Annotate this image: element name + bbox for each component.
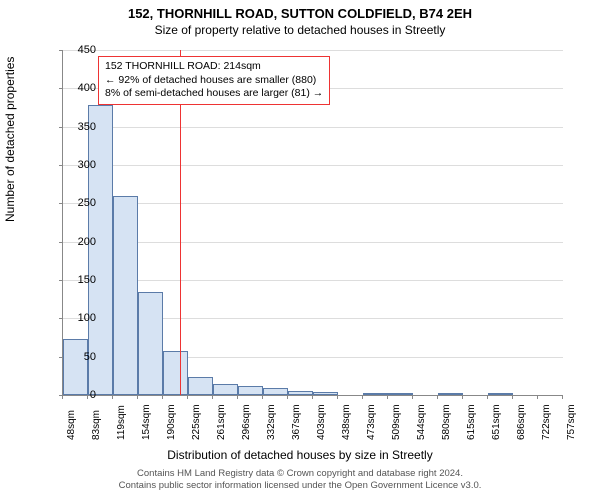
histogram-bar [138,292,163,396]
x-tick-label: 509sqm [391,404,402,440]
histogram-bar [263,388,288,395]
x-tick-label: 686sqm [516,404,527,440]
x-tick-label: 225sqm [191,404,202,440]
x-tick-label: 83sqm [91,410,102,440]
annotation-line-1: 152 THORNHILL ROAD: 214sqm [105,60,323,74]
chart-title-sub: Size of property relative to detached ho… [0,21,600,37]
y-tick-label: 400 [66,82,96,94]
x-tick-label: 190sqm [166,404,177,440]
annotation-line-2: ← 92% of detached houses are smaller (88… [105,74,323,88]
x-axis-label: Distribution of detached houses by size … [0,448,600,462]
x-tick-label: 615sqm [466,404,477,440]
x-tick-label: 757sqm [566,404,577,440]
x-tick-label: 48sqm [66,410,77,440]
x-tick-mark [562,395,563,399]
x-tick-label: 119sqm [116,405,127,440]
x-tick-mark [87,395,88,399]
x-tick-label: 332sqm [266,404,277,440]
histogram-bar [213,384,238,395]
x-tick-label: 154sqm [141,404,152,440]
x-tick-mark [412,395,413,399]
y-tick-mark [59,165,63,166]
x-tick-label: 367sqm [291,404,302,440]
x-tick-label: 438sqm [341,404,352,440]
grid-line [63,50,563,51]
chart-title-main: 152, THORNHILL ROAD, SUTTON COLDFIELD, B… [0,0,600,21]
y-axis-label: Number of detached properties [3,57,17,222]
histogram-bar [63,339,88,395]
y-tick-label: 100 [66,312,96,324]
histogram-bar [113,196,138,395]
grid-line [63,280,563,281]
x-tick-mark [237,395,238,399]
histogram-bar [438,393,463,395]
histogram-bar [388,393,413,395]
x-tick-mark [387,395,388,399]
y-tick-label: 150 [66,274,96,286]
histogram-bar [313,392,338,395]
y-tick-mark [59,127,63,128]
x-tick-mark [312,395,313,399]
footer-line-1: Contains HM Land Registry data © Crown c… [0,468,600,480]
x-tick-label: 544sqm [416,404,427,440]
x-tick-mark [487,395,488,399]
x-tick-mark [287,395,288,399]
x-tick-mark [212,395,213,399]
x-tick-mark [337,395,338,399]
x-tick-mark [162,395,163,399]
x-tick-label: 580sqm [441,404,452,440]
y-tick-mark [59,50,63,51]
histogram-bar [488,393,513,395]
x-tick-mark [462,395,463,399]
y-tick-label: 200 [66,236,96,248]
x-tick-label: 296sqm [241,404,252,440]
x-tick-mark [512,395,513,399]
x-tick-label: 261sqm [216,404,227,440]
x-tick-mark [187,395,188,399]
histogram-bar [363,393,388,395]
x-tick-label: 473sqm [366,404,377,440]
x-tick-mark [62,395,63,399]
annotation-line-3: 8% of semi-detached houses are larger (8… [105,87,323,101]
grid-line [63,203,563,204]
x-tick-mark [362,395,363,399]
y-tick-label: 50 [66,351,96,363]
grid-line [63,127,563,128]
x-tick-mark [262,395,263,399]
annotation-box: 152 THORNHILL ROAD: 214sqm ← 92% of deta… [98,56,330,105]
x-tick-mark [112,395,113,399]
y-tick-mark [59,280,63,281]
x-tick-mark [137,395,138,399]
histogram-bar [238,386,263,395]
y-tick-mark [59,318,63,319]
histogram-bar [288,391,313,395]
y-tick-label: 0 [66,389,96,401]
y-tick-label: 250 [66,197,96,209]
y-tick-mark [59,242,63,243]
grid-line [63,165,563,166]
y-tick-label: 450 [66,44,96,56]
x-tick-label: 651sqm [491,404,502,440]
footer-attribution: Contains HM Land Registry data © Crown c… [0,468,600,492]
x-tick-label: 722sqm [541,404,552,440]
footer-line-2: Contains public sector information licen… [0,480,600,492]
y-tick-label: 300 [66,159,96,171]
grid-line [63,242,563,243]
x-tick-label: 403sqm [316,404,327,440]
histogram-bar [163,351,188,395]
x-tick-mark [437,395,438,399]
y-tick-mark [59,203,63,204]
x-tick-mark [537,395,538,399]
y-tick-mark [59,88,63,89]
histogram-bar [188,377,213,395]
y-tick-label: 350 [66,121,96,133]
